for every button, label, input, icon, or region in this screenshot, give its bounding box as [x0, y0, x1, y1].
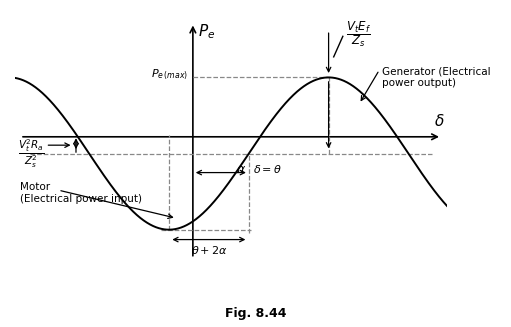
Text: $\delta$: $\delta$ — [434, 113, 445, 129]
Text: $\theta + 2\alpha$: $\theta + 2\alpha$ — [191, 244, 227, 256]
Text: $\dfrac{V_t E_f}{Z_s}$: $\dfrac{V_t E_f}{Z_s}$ — [346, 19, 371, 49]
Text: Generator (Electrical
power output): Generator (Electrical power output) — [382, 66, 491, 88]
Text: $\dfrac{V_t^2 R_a}{Z_s^2}$: $\dfrac{V_t^2 R_a}{Z_s^2}$ — [17, 137, 44, 170]
Text: $\delta = \theta$: $\delta = \theta$ — [253, 163, 282, 175]
Text: $\alpha$: $\alpha$ — [236, 163, 246, 176]
Text: Motor
(Electrical power input): Motor (Electrical power input) — [20, 182, 142, 204]
Text: Fig. 8.44: Fig. 8.44 — [225, 307, 286, 320]
Text: $P_{e\,(max)}$: $P_{e\,(max)}$ — [151, 68, 188, 82]
Text: $P_e$: $P_e$ — [198, 23, 215, 41]
